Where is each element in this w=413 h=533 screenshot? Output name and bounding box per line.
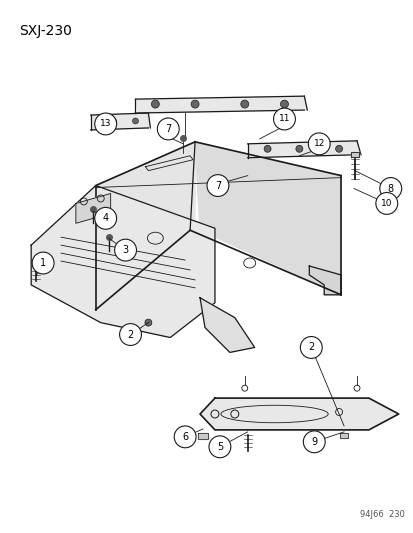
Circle shape [174,426,196,448]
Text: 2: 2 [307,343,313,352]
Circle shape [191,100,199,108]
Text: 6: 6 [182,432,188,442]
Polygon shape [195,142,340,295]
Circle shape [273,108,295,130]
Circle shape [375,192,397,214]
Text: 12: 12 [313,139,324,148]
Circle shape [308,133,330,155]
Text: 7: 7 [165,124,171,134]
Circle shape [206,175,228,197]
Polygon shape [309,266,340,295]
Text: 5: 5 [216,442,223,452]
Circle shape [114,239,136,261]
Circle shape [240,100,248,108]
Text: 7: 7 [214,181,221,190]
Text: 94J66  230: 94J66 230 [359,510,404,519]
Text: 2: 2 [127,329,133,340]
Text: 1: 1 [40,258,46,268]
Text: 4: 4 [102,213,109,223]
Circle shape [209,436,230,458]
Polygon shape [350,152,358,157]
Polygon shape [199,398,398,430]
Circle shape [295,146,302,152]
Polygon shape [95,142,340,190]
Polygon shape [95,142,195,310]
Circle shape [151,100,159,108]
Circle shape [157,118,179,140]
Circle shape [379,177,401,199]
Circle shape [263,146,271,152]
Text: 11: 11 [278,115,290,124]
Circle shape [303,431,325,453]
Polygon shape [199,298,254,352]
Text: 10: 10 [380,199,392,208]
Circle shape [145,319,152,326]
Text: 3: 3 [122,245,128,255]
Polygon shape [135,96,306,113]
Text: 13: 13 [100,119,111,128]
Circle shape [32,252,54,274]
Polygon shape [247,141,360,158]
Circle shape [300,336,321,358]
Polygon shape [339,433,347,438]
Circle shape [280,100,288,108]
Circle shape [335,146,342,152]
Polygon shape [197,433,207,439]
Circle shape [119,324,141,345]
Text: SXJ-230: SXJ-230 [19,23,72,38]
Circle shape [132,118,138,124]
Text: 8: 8 [387,183,393,193]
Text: 9: 9 [311,437,317,447]
Polygon shape [76,193,110,223]
Polygon shape [31,185,214,337]
Circle shape [95,207,116,229]
Circle shape [95,113,116,135]
Polygon shape [90,113,150,130]
